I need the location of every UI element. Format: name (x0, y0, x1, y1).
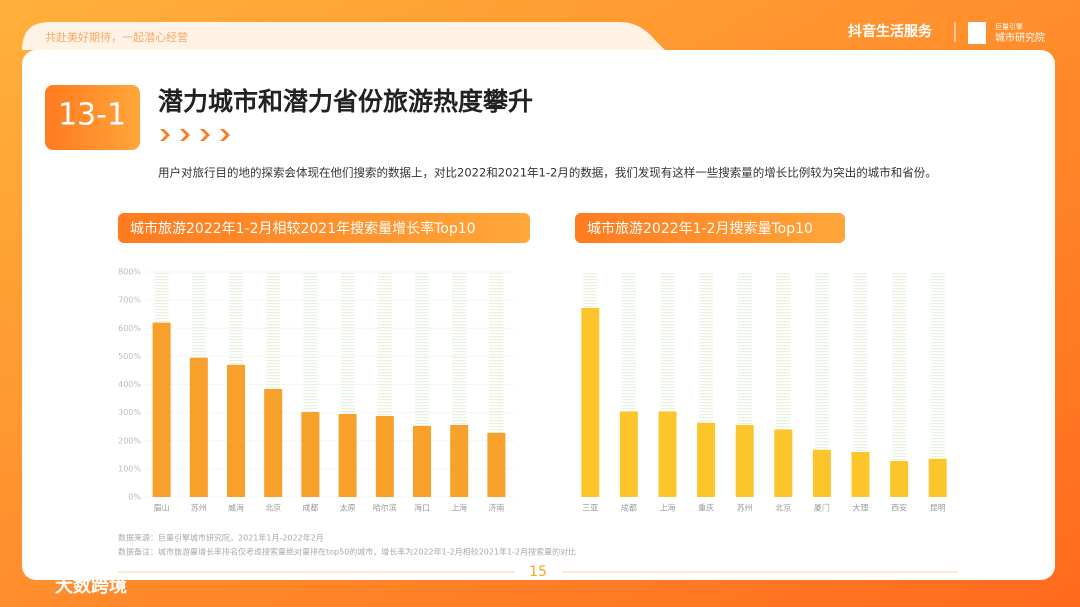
bar (890, 461, 909, 497)
bar (697, 422, 716, 497)
bar (301, 412, 320, 497)
brand: 抖音生活服务 (848, 23, 933, 40)
bar-track (892, 272, 907, 497)
institute: 城市研究院 (995, 31, 1045, 44)
note: 数据来源：巨量引擎城市研究院，2021年1月-2022年2月 (118, 533, 324, 543)
bar (189, 357, 208, 497)
x-tick-label: 济南 (488, 503, 504, 513)
x-tick-label: 眉山 (154, 503, 170, 513)
watermark: 大数跨境 (55, 575, 127, 597)
chart-header (118, 213, 530, 243)
bar-track (853, 272, 868, 497)
bar (487, 432, 506, 497)
bar (658, 411, 677, 497)
bar (774, 429, 793, 497)
y-tick-label: 700% (118, 296, 141, 305)
description: 用户对旅行目的地的探索会体现在他们搜索的数据上，对比2022和2021年1-2月… (158, 166, 937, 180)
y-tick-label: 100% (118, 464, 141, 473)
x-tick-label: 西安 (891, 503, 907, 513)
bar (619, 411, 638, 497)
x-tick-label: 苏州 (737, 503, 753, 513)
bar (227, 364, 245, 497)
slogan: 共赴美好期待，一起潜心经营 (45, 30, 188, 44)
x-tick-label: 哈尔滨 (373, 503, 397, 513)
page-number: 15 (529, 564, 547, 580)
x-tick-label: 北京 (265, 503, 281, 513)
bar (413, 425, 431, 497)
y-tick-label: 200% (118, 436, 141, 445)
bar (851, 452, 870, 497)
x-tick-label: 海口 (414, 503, 430, 513)
title: 潜力城市和潜力省份旅游热度攀升 (158, 87, 533, 116)
bar (450, 425, 469, 497)
note: 数据备注：城市旅游量增长率排名仅考虑搜索量绝对量排在top50的城市，增长率为2… (118, 547, 576, 557)
x-tick-label: 北京 (775, 503, 791, 513)
bar (735, 425, 754, 497)
bar (812, 449, 831, 497)
y-tick-label: 500% (118, 352, 141, 361)
x-tick-label: 成都 (621, 503, 637, 513)
chart-title: 城市旅游2022年1-2月搜索量Top10 (587, 220, 813, 237)
y-tick-label: 300% (118, 408, 141, 417)
bar (375, 416, 394, 497)
x-tick-label: 重庆 (698, 503, 714, 513)
top-tab (22, 22, 665, 50)
y-tick-label: 600% (118, 324, 141, 333)
bar-track (814, 272, 829, 497)
badge: 13-1 (58, 98, 126, 133)
chart-header (575, 213, 845, 243)
x-tick-label: 成都 (302, 503, 318, 513)
bar (928, 458, 947, 497)
arrows (160, 129, 230, 141)
chart-title: 城市旅游2022年1-2月相较2021年搜索量增长率Top10 (130, 220, 476, 237)
logo (968, 22, 986, 44)
x-tick-label: 昆明 (930, 504, 946, 513)
x-tick-label: 苏州 (191, 503, 207, 513)
x-tick-label: 上海 (660, 503, 676, 513)
y-tick-label: 400% (118, 380, 141, 389)
x-tick-label: 上海 (451, 503, 467, 513)
x-tick-label: 太原 (340, 503, 356, 513)
x-tick-label: 厦门 (814, 503, 830, 513)
y-tick-label: 800% (118, 268, 141, 277)
x-tick-label: 大理 (853, 503, 869, 513)
y-tick-label: 0% (128, 493, 141, 502)
bar (338, 414, 357, 497)
badge-box (45, 85, 140, 150)
x-tick-label: 威海 (228, 503, 244, 513)
bar (581, 308, 600, 497)
bar (264, 389, 283, 497)
bar (152, 322, 171, 497)
x-tick-label: 三亚 (582, 504, 598, 513)
bar-track (930, 272, 945, 497)
institute-top: 巨量引擎 (995, 22, 1023, 31)
